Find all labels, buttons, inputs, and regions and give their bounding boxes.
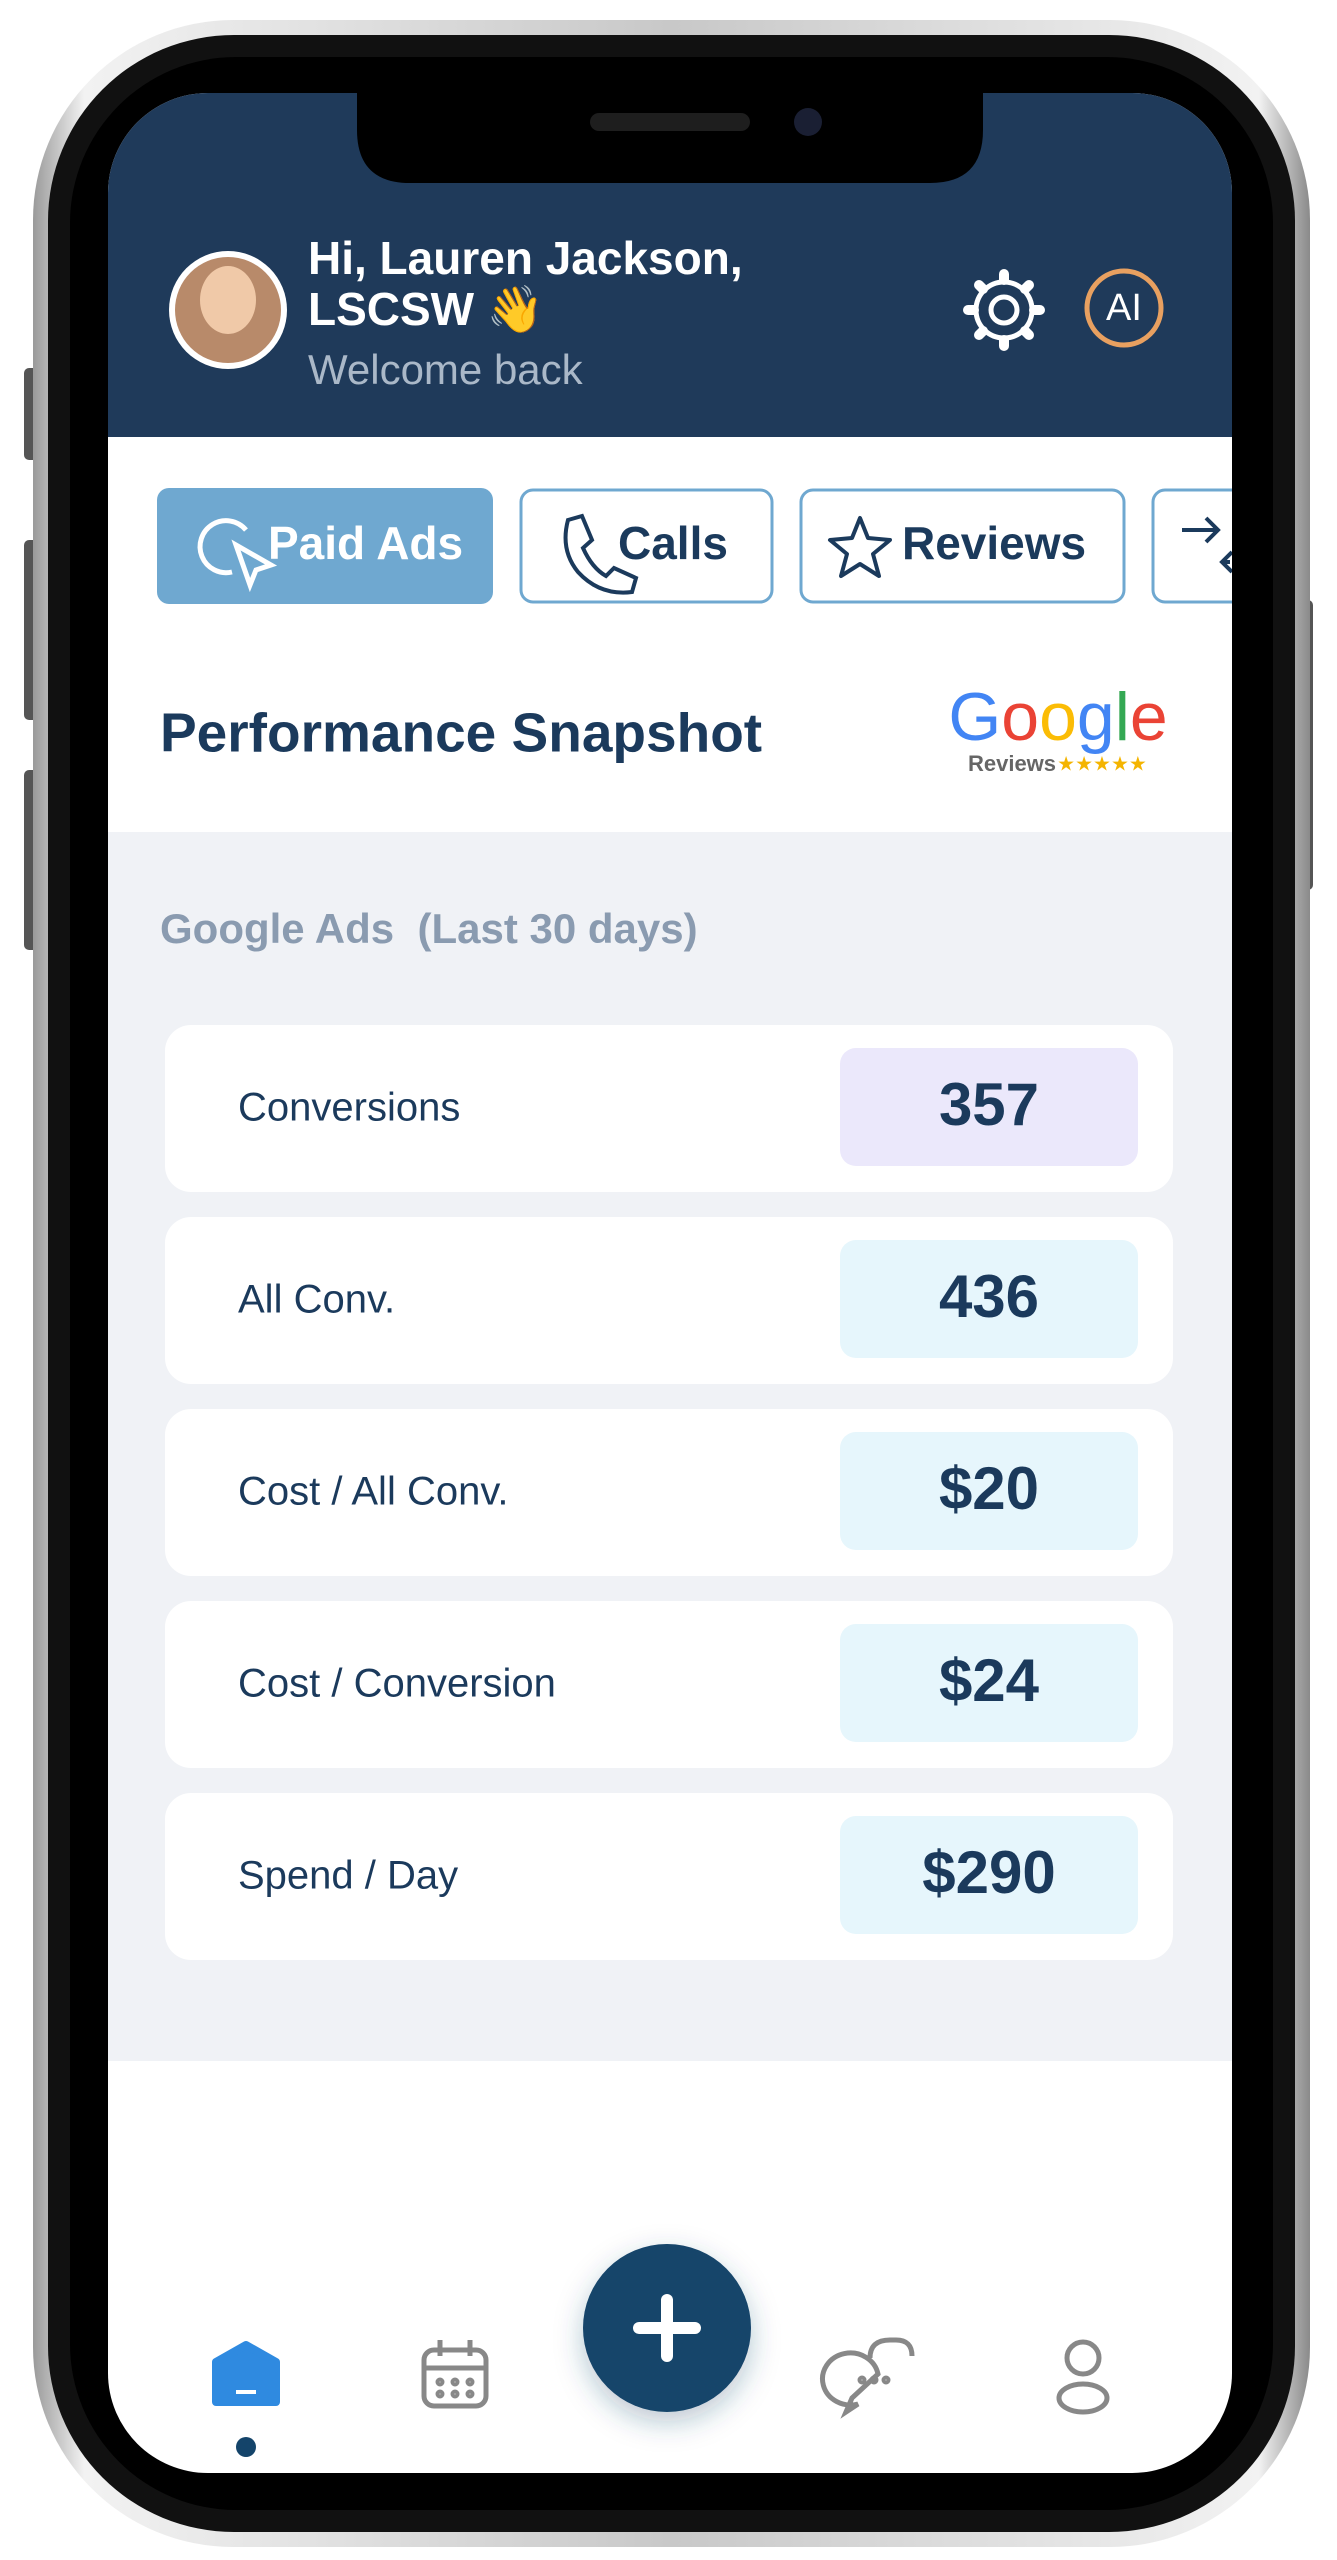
avatar-face (200, 266, 256, 334)
metric-label: Cost / Conversion (238, 1662, 556, 1706)
metric-value: 357 (939, 1071, 1039, 1138)
logo-caption: Reviews (968, 751, 1056, 776)
tab[interactable] (1151, 488, 1303, 604)
ai-button[interactable] (1084, 268, 1164, 348)
nav-chat[interactable] (820, 2337, 915, 2419)
logo-rating: ★★★★★ (1057, 753, 1147, 775)
tab[interactable] (157, 488, 493, 604)
section-title: Performance Snapshot (160, 702, 762, 764)
metric-value: $24 (939, 1647, 1040, 1714)
subtitle: Welcome back (308, 346, 584, 393)
metric-value-box (840, 1240, 1138, 1358)
tab-label: Paid Ads (268, 517, 463, 569)
metric-label: Spend / Day (238, 1854, 458, 1898)
google-logo: Google (948, 679, 1167, 755)
tab-icon (828, 516, 892, 578)
add-icon (633, 2294, 701, 2362)
settings-icon[interactable] (963, 269, 1045, 351)
tab-icon (197, 518, 278, 593)
metric-value-box (840, 1432, 1138, 1550)
metric-value-box (840, 1816, 1138, 1934)
metric-value: 436 (939, 1263, 1039, 1330)
tab-icon (563, 513, 639, 595)
metric-label: Conversions (238, 1086, 460, 1130)
nav-indicator (236, 2437, 256, 2457)
metric-value-box (840, 1048, 1138, 1166)
speaker (590, 113, 750, 131)
tab-label: Reviews (902, 517, 1086, 569)
metric-value: $20 (939, 1455, 1039, 1522)
greeting: Hi, Lauren Jackson, (308, 232, 743, 284)
panel-title: Google Ads (Last 30 days) (160, 905, 698, 952)
metric-label: Cost / All Conv. (238, 1470, 508, 1514)
metric-value: $290 (922, 1839, 1055, 1906)
metric-value-box (840, 1624, 1138, 1742)
nav-profile[interactable] (1056, 2339, 1110, 2415)
greeting: LSCSW 👋 (308, 283, 544, 337)
tab-label: Calls (618, 517, 728, 569)
nav-home[interactable] (212, 2341, 280, 2406)
metric-label: All Conv. (238, 1278, 395, 1322)
nav-calendar[interactable] (421, 2340, 489, 2409)
metrics-list: Conversions 357 All Conv. 436 Cost / All Con… (165, 1025, 1173, 1960)
notch (357, 93, 983, 183)
tab[interactable] (799, 488, 1126, 604)
ai-label: AI (1106, 287, 1142, 329)
camera (794, 108, 822, 136)
screen: Hi, Lauren Jackson, LSCSW 👋 Welcome back… (108, 93, 1303, 2473)
tab-icon (1182, 516, 1232, 574)
